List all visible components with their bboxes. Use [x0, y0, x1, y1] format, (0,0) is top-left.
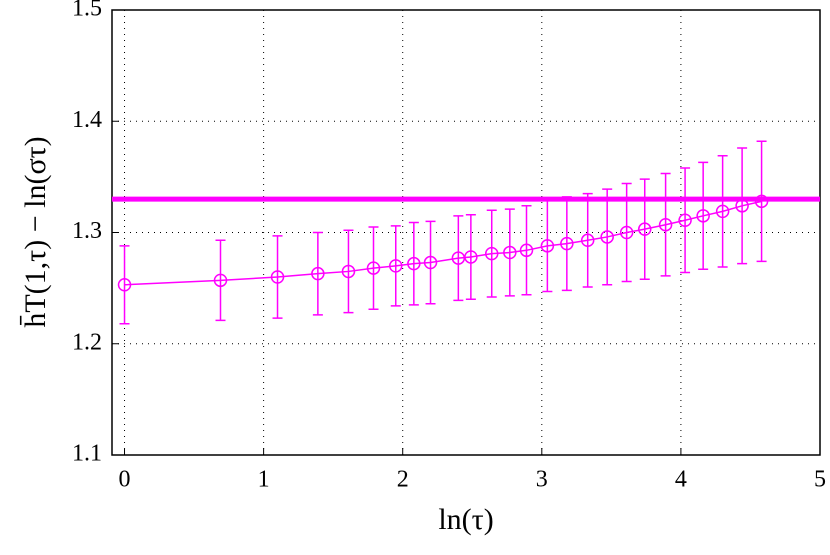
error-bar: [343, 229, 354, 314]
series-line: [124, 200, 762, 286]
y-tick-label: 1.1: [72, 441, 102, 467]
marker: [637, 222, 652, 236]
plot-frame: [111, 9, 821, 456]
marker: [213, 273, 228, 288]
y-tick-label: 1.3: [72, 218, 102, 244]
y-tick-label: 1.2: [72, 329, 102, 355]
marker: [464, 250, 478, 264]
marker: [341, 264, 356, 279]
error-bar: [504, 208, 515, 297]
marker: [484, 246, 499, 261]
error-bar: [639, 178, 650, 280]
error-bar: [737, 147, 748, 265]
marker: [366, 261, 381, 275]
error-bar: [368, 226, 379, 311]
marker: [678, 213, 692, 228]
marker: [696, 209, 710, 223]
error-bar: [453, 215, 464, 302]
error-bar: [582, 192, 593, 288]
marker: [407, 256, 421, 271]
marker: [519, 243, 534, 258]
error-bar: [717, 154, 728, 268]
error-bar: [119, 245, 130, 325]
y-tick-label: 1.4: [72, 107, 102, 133]
error-bar: [312, 231, 323, 316]
marker: [311, 266, 325, 281]
error-bar: [465, 213, 476, 300]
marker: [715, 204, 730, 219]
marker: [600, 230, 614, 244]
x-axis-label: ln(τ): [438, 503, 493, 536]
marker: [270, 270, 285, 284]
y-tick-label: 1.5: [72, 0, 102, 22]
error-bar: [660, 172, 671, 277]
x-tick-label: 1: [258, 467, 270, 493]
x-tick-label: 4: [675, 467, 687, 493]
x-tick-label: 2: [397, 467, 409, 493]
x-tick-label: 0: [119, 467, 131, 493]
y-axis-label: h̄T(1,τ) − ln(στ): [19, 136, 52, 327]
error-bar: [521, 205, 532, 296]
marker: [580, 233, 595, 248]
marker: [658, 217, 673, 232]
marker: [389, 259, 403, 273]
error-bar: [680, 167, 691, 274]
error-bar: [390, 225, 401, 307]
error-bar: [602, 188, 613, 286]
error-bar: [486, 209, 497, 298]
marker: [560, 236, 574, 251]
marker: [117, 278, 132, 292]
error-bar: [215, 239, 226, 322]
marker: [503, 245, 517, 260]
error-bar: [408, 221, 419, 306]
marker: [423, 255, 438, 270]
error-bar: [698, 161, 709, 270]
error-bar: [272, 235, 283, 319]
x-tick-label: 3: [536, 467, 548, 493]
x-tick-label: 5: [814, 467, 826, 493]
marker: [540, 239, 555, 253]
error-bar: [425, 220, 436, 305]
marker: [619, 225, 634, 240]
